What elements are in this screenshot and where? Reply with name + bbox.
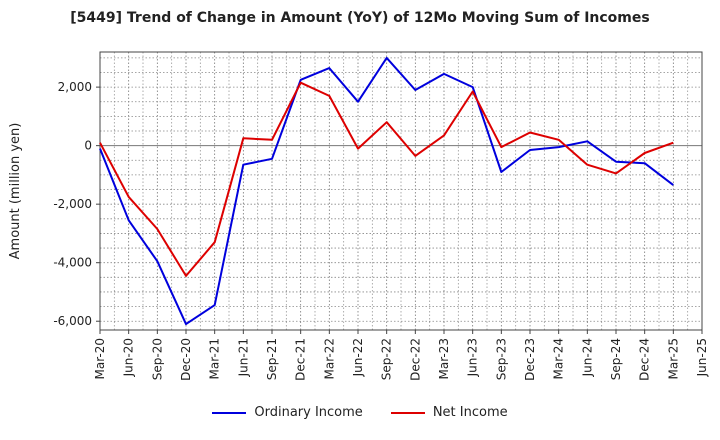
y-tick-label: -2,000: [53, 197, 92, 211]
legend-label-ordinary-income: Ordinary Income: [254, 405, 363, 420]
x-tick-label: Mar-22: [322, 338, 336, 379]
x-tick-label: Dec-21: [294, 338, 308, 381]
x-tick-label: Dec-24: [638, 338, 652, 381]
y-tick-label: -4,000: [53, 256, 92, 270]
x-tick-label: Mar-21: [208, 338, 222, 379]
x-tick-label: Mar-23: [437, 338, 451, 379]
legend-label-net-income: Net Income: [432, 405, 508, 420]
legend-item-ordinary-income: Ordinary Income: [212, 405, 363, 420]
x-tick-label: Dec-22: [408, 338, 422, 381]
y-axis-label: Amount (million yen): [8, 123, 23, 260]
x-tick-label: Jun-21: [236, 338, 250, 377]
legend-item-net-income: Net Income: [390, 405, 508, 420]
x-tick-label: Mar-20: [93, 338, 107, 379]
x-tick-label: Jun-23: [466, 338, 480, 377]
plot-border: [99, 51, 703, 331]
x-tick-label: Dec-23: [523, 338, 537, 381]
y-tick-label: -6,000: [53, 314, 92, 328]
x-tick-label: Dec-20: [179, 338, 193, 381]
x-tick-label: Jun-20: [122, 338, 136, 377]
x-tick-label: Jun-22: [351, 338, 365, 377]
x-tick-label: Sep-23: [494, 338, 508, 380]
legend-swatch-ordinary-income: [212, 411, 247, 414]
legend: Ordinary Income Net Income: [0, 405, 720, 420]
x-tick-label: Sep-22: [380, 338, 394, 380]
x-tick-label: Mar-25: [666, 338, 680, 379]
x-tick-label: Jun-25: [695, 338, 709, 377]
y-tick-label: 2,000: [58, 80, 92, 94]
chart-title: [5449] Trend of Change in Amount (YoY) o…: [70, 10, 650, 26]
x-tick-label: Sep-20: [150, 338, 164, 380]
x-tick-label: Sep-21: [265, 338, 279, 380]
legend-swatch-net-income: [390, 411, 425, 414]
series-layer: [99, 56, 674, 326]
x-tick-label: Jun-24: [580, 338, 594, 377]
y-tick-label: 0: [84, 139, 92, 153]
x-tick-label: Mar-24: [552, 338, 566, 379]
grid-layer: [99, 52, 703, 330]
series-line-net-income: [99, 81, 674, 277]
series-line-ordinary-income: [99, 56, 674, 326]
x-tick-label: Sep-24: [609, 338, 623, 380]
plot-area: [100, 52, 702, 330]
